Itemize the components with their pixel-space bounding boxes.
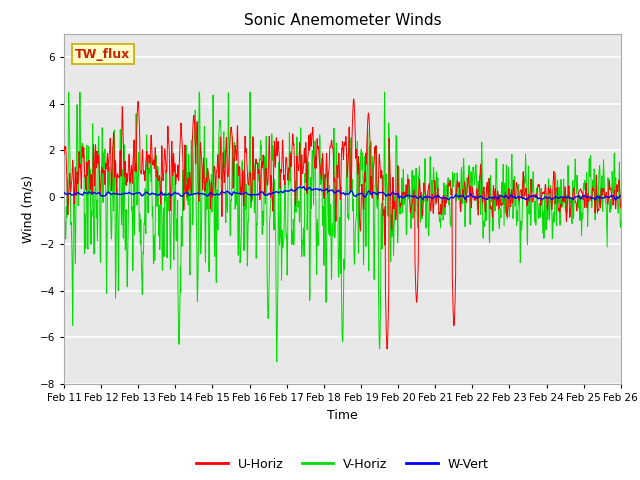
V-Horiz xyxy=(273,359,281,365)
Line: W-Vert: W-Vert xyxy=(64,187,621,200)
U-Horiz xyxy=(316,161,324,167)
V-Horiz xyxy=(602,197,609,203)
W-Vert xyxy=(617,193,625,199)
W-Vert xyxy=(316,186,324,192)
V-Horiz xyxy=(89,121,97,127)
W-Vert xyxy=(602,194,609,200)
V-Horiz xyxy=(317,181,324,187)
V-Horiz xyxy=(601,191,609,196)
W-Vert xyxy=(300,184,308,190)
U-Horiz xyxy=(617,205,625,211)
U-Horiz xyxy=(331,175,339,181)
Y-axis label: Wind (m/s): Wind (m/s) xyxy=(21,175,34,243)
Line: U-Horiz: U-Horiz xyxy=(64,99,621,349)
U-Horiz xyxy=(383,346,391,352)
U-Horiz xyxy=(350,96,358,102)
W-Vert xyxy=(591,197,599,203)
V-Horiz xyxy=(617,217,625,223)
W-Vert xyxy=(601,194,609,200)
V-Horiz xyxy=(65,89,72,95)
Legend: U-Horiz, V-Horiz, W-Vert: U-Horiz, V-Horiz, W-Vert xyxy=(191,453,493,476)
U-Horiz xyxy=(602,193,609,199)
W-Vert xyxy=(60,190,68,195)
V-Horiz xyxy=(60,219,68,225)
V-Horiz xyxy=(499,168,507,173)
X-axis label: Time: Time xyxy=(327,408,358,421)
U-Horiz xyxy=(88,187,96,193)
U-Horiz xyxy=(499,200,507,206)
V-Horiz xyxy=(332,211,339,217)
U-Horiz xyxy=(60,151,68,157)
Line: V-Horiz: V-Horiz xyxy=(64,92,621,362)
W-Vert xyxy=(331,190,339,196)
U-Horiz xyxy=(601,194,609,200)
W-Vert xyxy=(499,194,506,200)
W-Vert xyxy=(88,191,96,197)
Title: Sonic Anemometer Winds: Sonic Anemometer Winds xyxy=(244,13,441,28)
Text: TW_flux: TW_flux xyxy=(75,48,131,60)
